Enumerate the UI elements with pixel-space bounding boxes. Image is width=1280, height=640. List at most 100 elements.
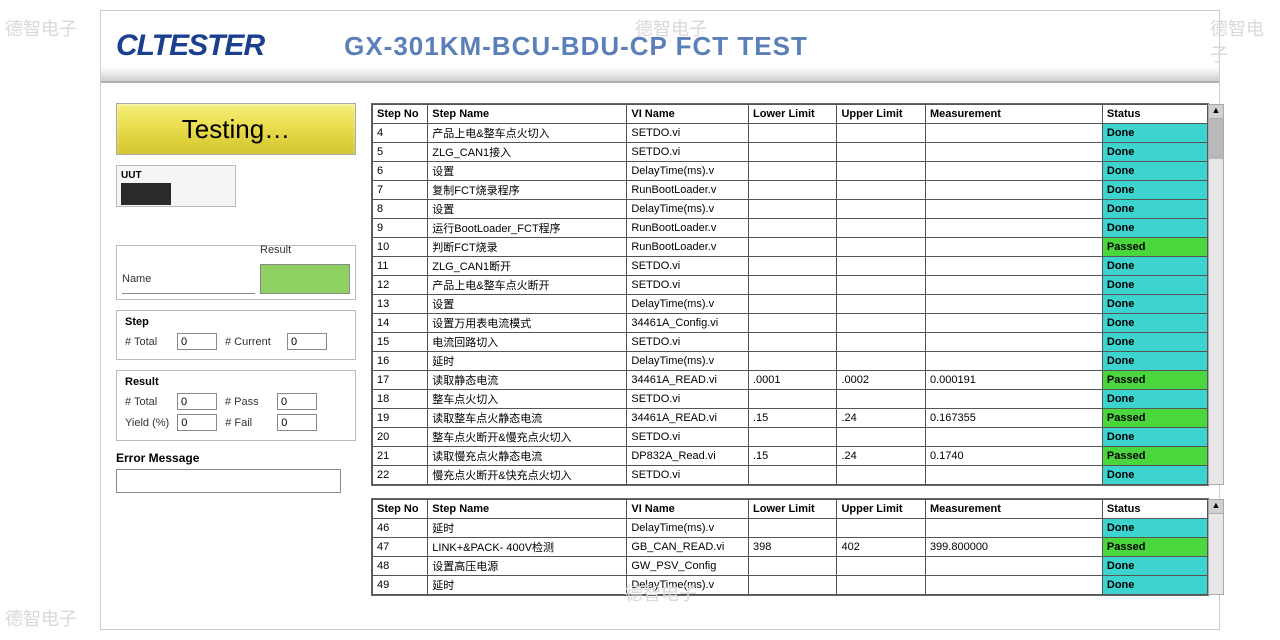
cell-name: 延时 [428,576,627,595]
cell-meas [925,428,1102,447]
cell-status: Done [1102,557,1207,576]
cell-status: Done [1102,124,1207,143]
test-steps-table-2: Step NoStep NameVI NameLower LimitUpper … [372,499,1208,595]
table-row[interactable]: 12产品上电&整车点火断开SETDO.viDone [373,276,1208,295]
cell-status: Done [1102,200,1207,219]
cell-meas: 0.1740 [925,447,1102,466]
cell-name: 判断FCT烧录 [428,238,627,257]
cell-status: Done [1102,143,1207,162]
cell-lower [749,238,837,257]
cell-lower [749,557,837,576]
cell-name: ZLG_CAN1断开 [428,257,627,276]
cell-meas [925,390,1102,409]
scroll-thumb[interactable] [1209,119,1223,159]
cell-vi: 34461A_Config.vi [627,314,749,333]
cell-step: 48 [373,557,428,576]
cell-meas [925,333,1102,352]
table-row[interactable]: 8设置DelayTime(ms).vDone [373,200,1208,219]
cell-name: 慢充点火断开&快充点火切入 [428,466,627,485]
column-header-lower: Lower Limit [749,500,837,519]
cell-lower [749,200,837,219]
cell-status: Done [1102,295,1207,314]
error-message-box[interactable] [116,469,341,493]
test-steps-table-1: Step NoStep NameVI NameLower LimitUpper … [372,104,1208,485]
cell-name: LINK+&PACK- 400V检测 [428,538,627,557]
step-current-label: # Current [225,336,279,348]
uut-label: UUT [121,170,231,181]
table-row[interactable]: 9运行BootLoader_FCT程序RunBootLoader.vDone [373,219,1208,238]
table-row[interactable]: 48设置高压电源GW_PSV_ConfigDone [373,557,1208,576]
cell-lower [749,219,837,238]
table-row[interactable]: 7复制FCT烧录程序RunBootLoader.vDone [373,181,1208,200]
cell-meas [925,238,1102,257]
uut-box: UUT [116,165,236,207]
table-row[interactable]: 19读取整车点火静态电流34461A_READ.vi.15.240.167355… [373,409,1208,428]
result-fail-value[interactable] [277,414,317,431]
table-row[interactable]: 46延时DelayTime(ms).vDone [373,519,1208,538]
cell-vi: DelayTime(ms).v [627,162,749,181]
column-header-upper: Upper Limit [837,500,925,519]
cell-vi: SETDO.vi [627,124,749,143]
scroll-up-icon[interactable]: ▲ [1209,500,1223,514]
result-pass-label: # Pass [225,396,269,408]
cell-upper: .24 [837,409,925,428]
table-row[interactable]: 5ZLG_CAN1接入SETDO.viDone [373,143,1208,162]
scrollbar[interactable]: ▲ [1208,499,1224,595]
cell-vi: GB_CAN_READ.vi [627,538,749,557]
table-row[interactable]: 17读取静态电流34461A_READ.vi.0001.00020.000191… [373,371,1208,390]
result-yield-value[interactable] [177,414,217,431]
table-row[interactable]: 14设置万用表电流模式34461A_Config.viDone [373,314,1208,333]
cell-meas [925,314,1102,333]
cell-vi: SETDO.vi [627,276,749,295]
cell-lower [749,352,837,371]
cell-upper [837,276,925,295]
cell-upper: .0002 [837,371,925,390]
scroll-up-icon[interactable]: ▲ [1209,105,1223,119]
table-row[interactable]: 16延时DelayTime(ms).vDone [373,352,1208,371]
step-total-value[interactable] [177,333,217,350]
table-row[interactable]: 13设置DelayTime(ms).vDone [373,295,1208,314]
cell-upper [837,576,925,595]
cell-lower [749,428,837,447]
result-total-value[interactable] [177,393,217,410]
cell-lower [749,576,837,595]
cell-name: 整车点火切入 [428,390,627,409]
cell-lower [749,143,837,162]
cell-meas [925,519,1102,538]
cell-status: Passed [1102,409,1207,428]
cell-vi: GW_PSV_Config [627,557,749,576]
cell-meas [925,352,1102,371]
result-group-title: Result [125,376,347,388]
result-pass-value[interactable] [277,393,317,410]
step-current-value[interactable] [287,333,327,350]
cell-step: 47 [373,538,428,557]
result-bar [260,264,350,294]
table-row[interactable]: 49延时DelayTime(ms).vDone [373,576,1208,595]
cell-upper [837,238,925,257]
cell-name: 设置万用表电流模式 [428,314,627,333]
cell-lower [749,181,837,200]
table-row[interactable]: 4产品上电&整车点火切入SETDO.viDone [373,124,1208,143]
cell-vi: SETDO.vi [627,143,749,162]
step-total-label: # Total [125,336,169,348]
column-header-meas: Measurement [925,500,1102,519]
cell-lower [749,333,837,352]
table-row[interactable]: 10判断FCT烧录RunBootLoader.vPassed [373,238,1208,257]
scrollbar[interactable]: ▲ [1208,104,1224,485]
cell-meas [925,557,1102,576]
table-row[interactable]: 18整车点火切入SETDO.viDone [373,390,1208,409]
cell-status: Done [1102,576,1207,595]
table-row[interactable]: 21读取慢充点火静态电流DP832A_Read.vi.15.240.1740Pa… [373,447,1208,466]
watermark: 德智电子 [1210,15,1280,67]
cell-vi: 34461A_READ.vi [627,409,749,428]
table-row[interactable]: 15电流回路切入SETDO.viDone [373,333,1208,352]
table-row[interactable]: 6设置DelayTime(ms).vDone [373,162,1208,181]
table-row[interactable]: 22慢充点火断开&快充点火切入SETDO.viDone [373,466,1208,485]
column-header-upper: Upper Limit [837,105,925,124]
cell-meas [925,162,1102,181]
table-row[interactable]: 20整车点火断开&慢充点火切入SETDO.viDone [373,428,1208,447]
cell-lower [749,295,837,314]
cell-step: 46 [373,519,428,538]
table-row[interactable]: 11ZLG_CAN1断开SETDO.viDone [373,257,1208,276]
table-row[interactable]: 47LINK+&PACK- 400V检测GB_CAN_READ.vi398402… [373,538,1208,557]
